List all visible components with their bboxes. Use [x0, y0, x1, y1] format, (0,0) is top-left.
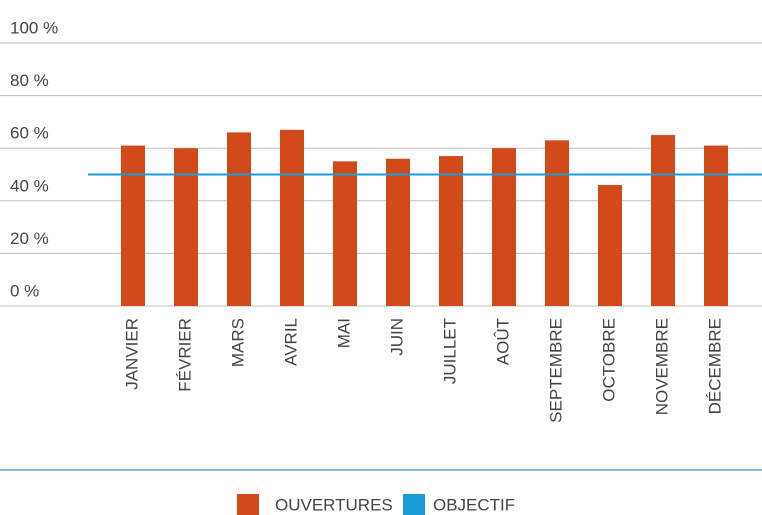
x-tick-label: NOVEMBRE — [652, 318, 671, 415]
y-tick-label: 40 % — [10, 176, 49, 195]
bar — [598, 185, 622, 306]
x-tick-label: MARS — [228, 318, 247, 367]
x-tick-label: FÉVRIER — [175, 318, 194, 392]
bar — [386, 158, 410, 306]
bar — [704, 145, 728, 306]
x-tick-label: MAI — [334, 318, 353, 348]
bar — [280, 129, 304, 306]
legend-label: OBJECTIF — [433, 495, 515, 514]
legend-swatch — [237, 494, 259, 515]
y-tick-label: 20 % — [10, 229, 49, 248]
x-tick-label: AOÛT — [493, 318, 512, 365]
x-tick-label: JANVIER — [122, 318, 141, 390]
legend-label: OUVERTURES — [275, 495, 393, 514]
x-tick-label: SEPTEMBRE — [546, 318, 565, 423]
y-tick-label: 100 % — [10, 18, 58, 37]
bar — [121, 145, 145, 306]
bar — [651, 135, 675, 306]
x-tick-label: AVRIL — [281, 318, 300, 366]
bar — [227, 132, 251, 306]
bar — [545, 140, 569, 306]
y-tick-label: 60 % — [10, 124, 49, 143]
x-tick-label: OCTOBRE — [599, 318, 618, 402]
bar — [333, 161, 357, 306]
y-tick-label: 80 % — [10, 71, 49, 90]
bar — [492, 148, 516, 306]
bar — [439, 156, 463, 306]
x-tick-label: JUILLET — [440, 318, 459, 384]
y-tick-label: 0 % — [10, 281, 39, 300]
x-tick-label: JUIN — [387, 318, 406, 356]
legend-swatch — [403, 494, 425, 515]
x-tick-label: DÉCEMBRE — [705, 318, 724, 414]
bar — [174, 148, 198, 306]
